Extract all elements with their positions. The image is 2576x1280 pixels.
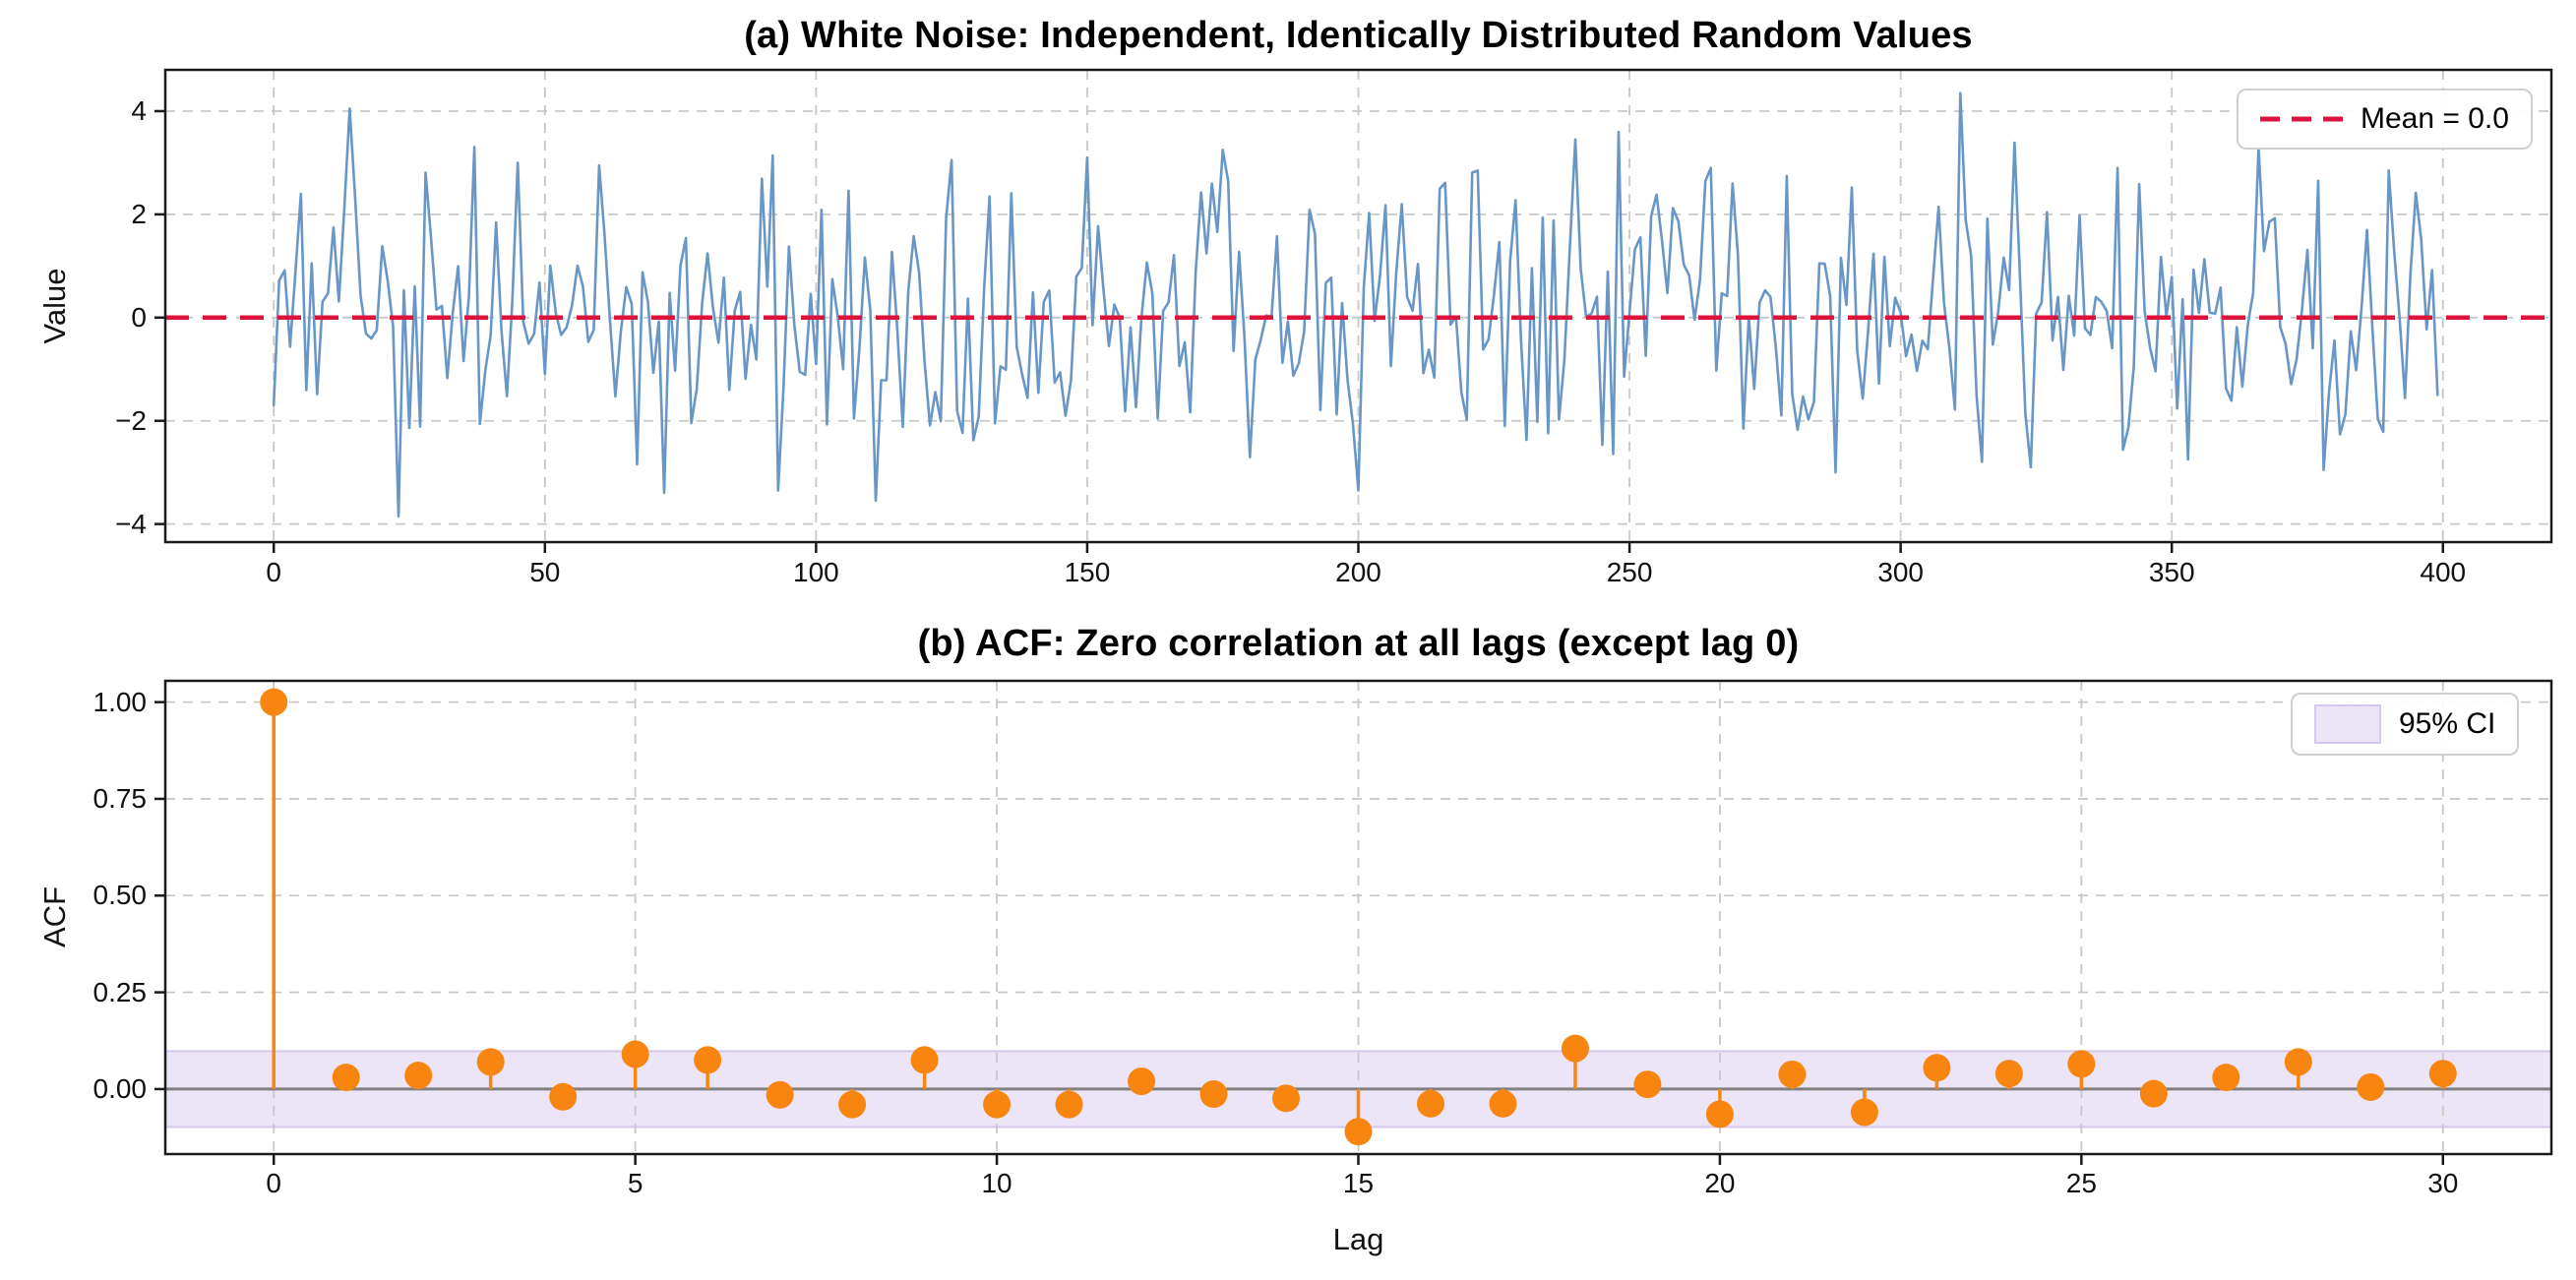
acf-marker [1923, 1054, 1951, 1082]
x-tick-label: 350 [2148, 557, 2195, 587]
y-tick-label: 0.25 [92, 976, 148, 1007]
acf-marker [1055, 1090, 1083, 1119]
y-axis-label-acf: ACF [37, 886, 72, 947]
chart-a-title: (a) White Noise: Independent, Identicall… [744, 15, 1973, 56]
x-tick-label: 20 [1704, 1168, 1736, 1198]
acf-marker [910, 1046, 939, 1074]
chart-b-title: (b) ACF: Zero correlation at all lags (e… [917, 623, 1800, 664]
x-tick-label: 15 [1342, 1168, 1375, 1198]
x-tick-label: 300 [1877, 557, 1924, 587]
y-tick-label: 2 [131, 198, 147, 229]
acf-marker [1416, 1089, 1444, 1118]
acf-marker [983, 1090, 1012, 1119]
y-tick-label: −4 [115, 508, 147, 539]
legend-mean-label: Mean = 0.0 [2361, 102, 2509, 135]
x-tick-label: 0 [266, 1168, 282, 1198]
y-axis-label-value: Value [37, 268, 72, 344]
y-tick-label: 0 [131, 301, 147, 333]
acf-marker [1705, 1100, 1734, 1128]
acf-marker [260, 688, 288, 716]
acf-marker [1778, 1060, 1807, 1088]
legend-ci: 95% CI [2291, 693, 2520, 756]
acf-marker [2284, 1048, 2312, 1076]
acf-marker [1272, 1084, 1301, 1113]
x-tick-label: 10 [981, 1168, 1012, 1198]
x-tick-label: 250 [1606, 557, 1653, 587]
acf-marker [2357, 1072, 2385, 1101]
acf-marker [1489, 1089, 1517, 1118]
x-tick-label: 400 [2420, 557, 2467, 587]
acf-marker [694, 1046, 722, 1074]
legend-ci-patch-icon [2314, 704, 2381, 744]
acf-marker [1128, 1067, 1156, 1096]
x-axis-label-lag: Lag [1332, 1222, 1384, 1256]
white-noise-line [272, 91, 2439, 518]
x-tick-label: 30 [2427, 1168, 2459, 1198]
x-tick-label: 150 [1064, 557, 1111, 587]
acf-marker [404, 1062, 433, 1090]
acf-marker [766, 1080, 794, 1109]
acf-marker [1850, 1098, 1878, 1127]
acf-marker [1561, 1034, 1589, 1063]
acf-marker [549, 1082, 578, 1111]
y-tick-label: −2 [115, 404, 147, 436]
y-tick-label: 0.75 [92, 782, 148, 814]
legend-ci-label: 95% CI [2399, 707, 2496, 740]
y-tick-label: 0.00 [92, 1072, 148, 1104]
acf-marker [621, 1040, 649, 1068]
acf-marker [2139, 1079, 2168, 1108]
acf-marker [1633, 1070, 1662, 1099]
legend-mean: Mean = 0.0 [2237, 89, 2533, 150]
y-tick-label: 1.00 [92, 686, 148, 717]
x-tick-label: 100 [793, 557, 839, 587]
acf-marker [332, 1064, 360, 1092]
acf-marker [1344, 1118, 1373, 1146]
acf-marker [476, 1048, 505, 1076]
legend-dash-sample-icon [2260, 116, 2343, 122]
x-tick-label: 200 [1335, 557, 1381, 587]
acf-marker [2428, 1060, 2457, 1088]
acf-marker [1199, 1080, 1228, 1109]
x-tick-label: 50 [529, 557, 561, 587]
x-tick-label: 5 [627, 1168, 644, 1198]
acf-marker [2212, 1064, 2240, 1092]
x-tick-label: 25 [2065, 1168, 2097, 1198]
acf-marker [1994, 1060, 2023, 1088]
acf-marker [2067, 1050, 2096, 1078]
x-tick-label: 0 [266, 557, 282, 587]
acf-marker [838, 1090, 867, 1119]
y-tick-label: 0.50 [92, 880, 148, 911]
y-tick-label: 4 [131, 94, 147, 126]
